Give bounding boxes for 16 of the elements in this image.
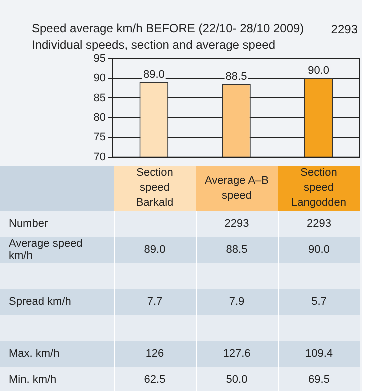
- y-tick-label: 95: [94, 52, 106, 65]
- chart-title: Speed average km/h BEFORE (22/10- 28/10 2009): [32, 22, 304, 36]
- data-label: 89.0: [143, 68, 165, 81]
- text: 2293: [331, 22, 358, 36]
- y-tick-label: 90: [94, 72, 106, 85]
- chart-subtitle: Individual speeds, section and average speed: [32, 38, 276, 52]
- data-label: 88.5: [226, 70, 248, 83]
- x-tick-label: Section speed Barkald: [114, 166, 196, 211]
- y-tick-label: 80: [94, 112, 106, 124]
- y-tick-label: 85: [94, 92, 106, 104]
- y-tick-label: 75: [94, 132, 106, 144]
- y-tick-label: 70: [94, 151, 106, 164]
- x-tick-label: Average A–B speed: [196, 166, 278, 211]
- data-label: 90.0: [308, 65, 330, 78]
- x-tick-label: Section speed Langodden: [278, 166, 360, 211]
- speed-table: Section speed Barkald Average A–B speed Section speed Langodden Number 2293 2293 Average speed km/h 89.0 88.5 90.0 Spread km/h 7.7 7.9 5.7 Max. km/h 126 127.6 109.4 Min. km/h 62.5 50.0 69.5: [0, 166, 360, 391]
